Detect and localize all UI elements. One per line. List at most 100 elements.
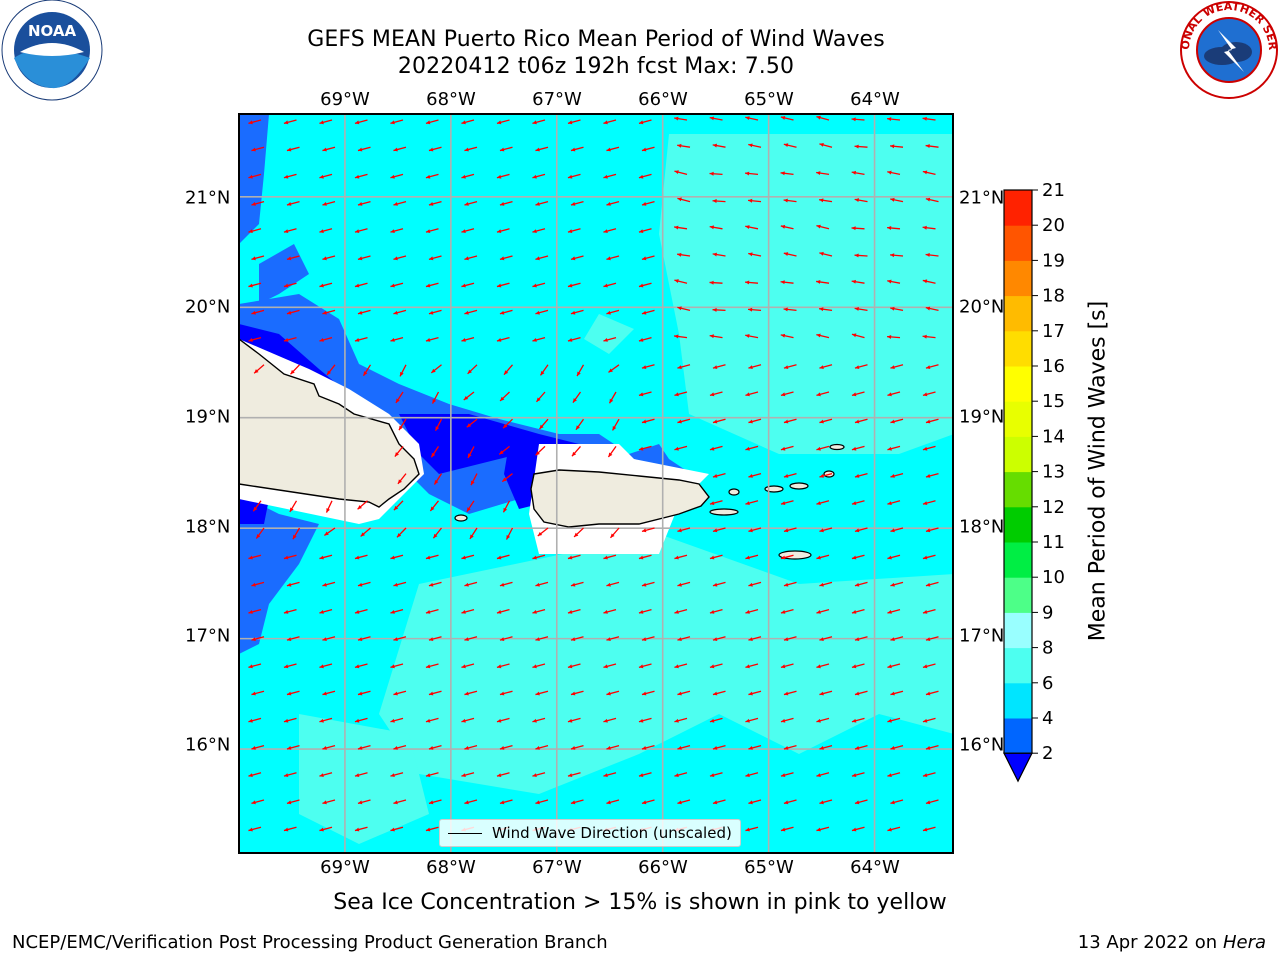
wave-arrow-head [319, 718, 324, 723]
wave-arrow-head [748, 746, 753, 750]
colorbar-tick-label: 18 [1042, 286, 1065, 307]
wave-arrow-head [425, 120, 431, 125]
wave-arrow-head [357, 202, 363, 206]
wave-arrow-head [354, 174, 360, 179]
wave-arrow-head [780, 392, 786, 397]
wave-arrow-head [286, 147, 292, 152]
wave-arrow-head [851, 827, 857, 832]
wave-arrow-head [283, 555, 289, 560]
wave-arrow-head [425, 610, 431, 614]
wave-arrow-head [283, 718, 289, 723]
wave-arrow-head [357, 800, 363, 805]
legend-label: Wind Wave Direction (unscaled) [492, 824, 732, 842]
wave-arrow-head [425, 174, 431, 179]
wave-arrow-head [567, 120, 573, 125]
wave-arrow-head [396, 533, 402, 538]
wave-arrow-head [570, 256, 576, 261]
wave-arrow-head [851, 117, 856, 122]
lat-tick-right: 20°N [959, 296, 1005, 318]
wave-arrow-head [354, 718, 360, 723]
wave-arrow-head [430, 506, 435, 511]
wave-arrow-head [357, 256, 363, 261]
lon-tick-bottom: 68°W [426, 857, 476, 878]
colorbar-segment [1004, 577, 1032, 613]
wave-arrow-head [748, 582, 753, 587]
wave-arrow-head [322, 746, 327, 750]
noaa-logo: NOAA [1, 0, 103, 101]
wave-arrow-head [567, 555, 573, 560]
wave-arrow-head [641, 691, 647, 696]
wave-arrow-head [502, 477, 507, 482]
wave-arrow-head [819, 143, 824, 147]
wave-arrow-head [783, 746, 789, 750]
wave-arrow-head [603, 718, 608, 723]
wave-arrow-head [819, 528, 824, 533]
wave-arrow-head [570, 691, 576, 696]
wave-arrow-head [357, 691, 363, 696]
wave-arrow-head [496, 174, 502, 179]
wave-arrow-head [816, 171, 821, 175]
wave-arrow-head [540, 370, 545, 376]
colorbar-tick-label: 8 [1042, 638, 1053, 659]
wave-arrow-head [461, 555, 466, 560]
wave-arrow-head [248, 229, 253, 234]
wave-arrow-head [532, 555, 537, 560]
wave-arrow-head [290, 369, 295, 375]
colorbar-segment [1004, 401, 1032, 437]
wave-arrow-head [890, 253, 895, 258]
wave-arrow-head [466, 423, 472, 428]
wave-arrow-head [390, 174, 395, 179]
lon-tick-top: 64°W [850, 89, 900, 110]
wave-arrow-head [606, 582, 611, 587]
wave-arrow-head [570, 310, 576, 315]
wave-arrow-head [428, 202, 434, 206]
wave-arrow-head [390, 338, 395, 342]
wave-arrow-head [712, 800, 718, 805]
wave-arrow-head [712, 143, 718, 148]
wave-arrow-head [641, 202, 647, 206]
colorbar-tick-label: 21 [1042, 180, 1065, 201]
lon-tick-bottom: 65°W [744, 857, 794, 878]
wave-arrow-head [461, 610, 466, 614]
wave-arrow-head [748, 307, 753, 312]
wave-arrow-head [469, 534, 474, 539]
wave-arrow-head [535, 800, 540, 805]
wave-arrow-head [712, 365, 718, 370]
wave-arrow-head [816, 664, 821, 669]
sea-6-8s-patches [299, 134, 954, 844]
colorbar-segment [1004, 682, 1032, 719]
wave-arrow-head [925, 800, 931, 805]
wave-arrow-head [816, 446, 821, 451]
colorbar-tick-label: 12 [1042, 497, 1065, 518]
wave-arrow-head [745, 773, 750, 778]
wave-arrow-head [674, 555, 679, 560]
wave-arrow-head [254, 369, 259, 374]
wave-arrow-head [322, 202, 327, 206]
wave-arrow-head [393, 310, 398, 315]
wave-arrow-head [677, 419, 682, 424]
lon-tick-bottom: 66°W [638, 857, 688, 878]
wave-arrow-head [854, 365, 860, 370]
wave-arrow-head [816, 333, 821, 338]
wave-arrow-head [251, 582, 256, 587]
wave-arrow-head [925, 365, 931, 370]
wave-arrow-head [606, 310, 611, 315]
colorbar-segment [1004, 225, 1032, 261]
wave-arrow-head [890, 144, 895, 149]
wave-arrow-head [748, 474, 753, 478]
wave-arrow-head [535, 746, 540, 750]
nws-logo: NATIONAL WEATHER SERVICE [1178, 0, 1279, 99]
lat-tick-left: 16°N [185, 734, 231, 756]
wave-arrow-head [709, 116, 715, 121]
wave-arrow-head [854, 307, 859, 311]
wave-arrow-head [354, 773, 360, 778]
wave-arrow-head [537, 531, 543, 537]
wave-arrow-head [819, 198, 824, 203]
wave-arrow-head [922, 827, 928, 832]
wave-arrow-head [570, 202, 576, 206]
legend-line-swatch [448, 832, 482, 834]
wave-arrow-head [395, 398, 400, 403]
wave-arrow-head [283, 773, 289, 778]
wave-arrow-head [709, 446, 715, 451]
colorbar-segment [1004, 190, 1032, 226]
